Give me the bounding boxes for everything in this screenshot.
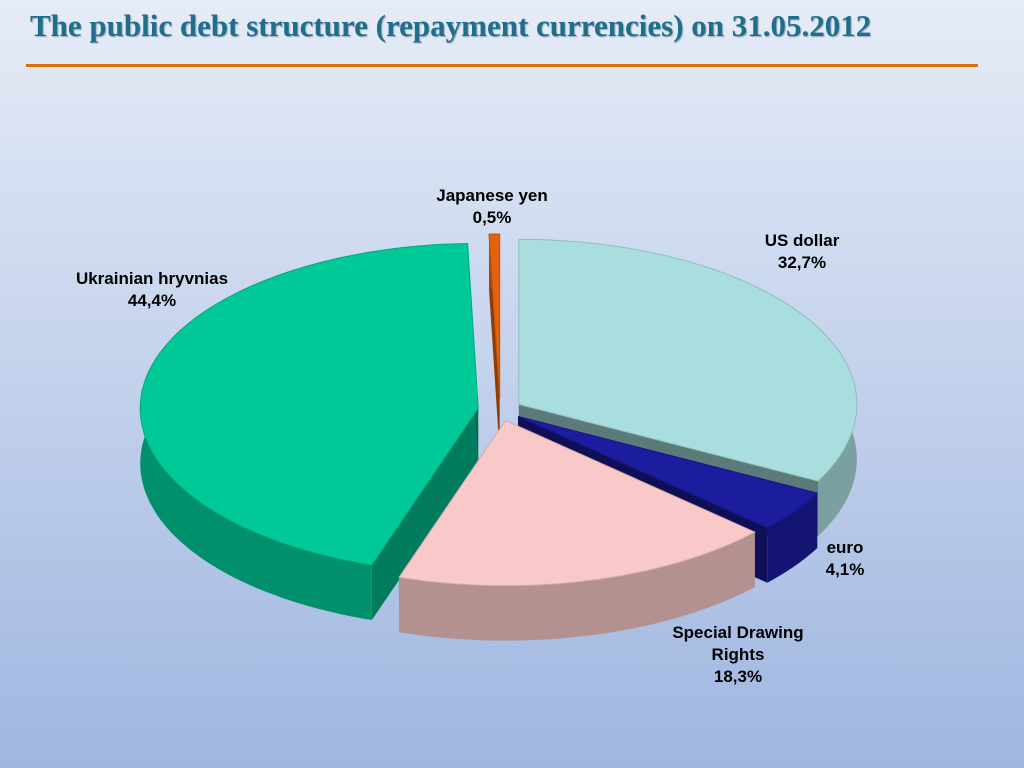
value-label: 4,1% <box>825 560 865 579</box>
value-label: 0,5% <box>472 208 512 227</box>
slice <box>488 233 501 400</box>
slice <box>518 238 858 482</box>
value-label: 32,7% <box>777 253 827 272</box>
slice-label: Ukrainian hryvnias 44,4% <box>76 268 228 312</box>
category-label: Special Drawing Rights <box>672 623 804 664</box>
value-label: 44,4% <box>127 291 177 310</box>
slice-outer-side <box>399 532 755 641</box>
slice-radial-side <box>371 408 479 620</box>
slice-group <box>488 233 501 454</box>
chart-title: The public debt structure (repayment cur… <box>30 8 872 43</box>
value-label: 18,3% <box>713 667 763 686</box>
category-label: Japanese yen <box>436 186 548 205</box>
slice-radial-side <box>489 234 500 454</box>
slice <box>517 415 819 529</box>
slice <box>139 242 479 566</box>
slice-label: Special Drawing Rights 18,3% <box>653 622 823 688</box>
category-label: euro <box>826 538 864 557</box>
category-label: US dollar <box>764 231 840 250</box>
slice <box>398 419 756 587</box>
slice-label: US dollar 32,7% <box>765 230 840 274</box>
slice-group <box>139 242 479 620</box>
slice-group <box>398 419 756 641</box>
slice-outer-side <box>767 493 818 583</box>
title-rule <box>26 64 978 67</box>
slice-label: Japanese yen 0,5% <box>436 185 548 229</box>
slice-label: euro 4,1% <box>826 537 865 581</box>
category-label: Ukrainian hryvnias <box>75 269 229 288</box>
